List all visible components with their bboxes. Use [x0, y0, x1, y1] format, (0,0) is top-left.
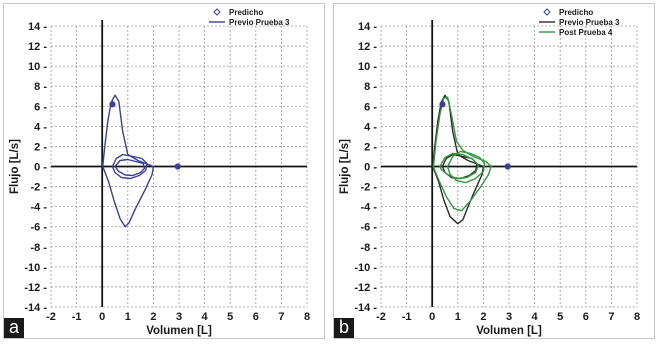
chart-b-x-tick-label: -2 [376, 311, 386, 323]
chart-a-x-tick-label: 0 [99, 311, 105, 323]
chart-a-series-line [111, 153, 148, 180]
chart-b-y-axis-title: Flujo [L/s] [339, 139, 351, 194]
chart-a-series-line [102, 94, 155, 228]
chart-b-y-tick-label: 12 - [358, 41, 377, 53]
panel-label-b: b [334, 318, 354, 338]
chart-b-y-tick-label: 0 - [364, 162, 377, 174]
chart-a-x-tick-label: 4 [202, 311, 209, 323]
chart-b-y-tick-label: -10 - [354, 262, 377, 274]
chart-a-x-tick-label: -1 [72, 311, 82, 323]
chart-a-y-tick-label: 12 - [28, 41, 47, 53]
chart-a-y-tick-label: -2 - [31, 182, 48, 194]
chart-b-y-tick-label: -8 - [361, 242, 378, 254]
chart-b-y-tick-label: -12 - [354, 282, 377, 294]
chart-b-x-tick-label: 8 [634, 311, 640, 323]
chart-b-y-tick-label: -14 - [354, 302, 377, 314]
chart-a-y-tick-label: 14 - [28, 21, 47, 33]
chart-b-x-tick-label: -1 [402, 311, 412, 323]
chart-a-y-tick-label: 10 - [28, 61, 47, 73]
chart-a-y-tick-label: 2 - [34, 141, 47, 153]
chart-b-y-tick-label: -2 - [361, 182, 378, 194]
chart-a-legend-label: Predicho [229, 8, 263, 17]
chart-b-x-tick-label: 1 [455, 311, 461, 323]
chart-a-x-tick-label: 7 [278, 311, 284, 323]
chart-panel-b: 14 -12 -10 -8 -6 -4 -2 -0 - -2 - -4 - -6 --… [333, 3, 655, 339]
chart-a-x-tick-label: 2 [150, 311, 156, 323]
chart-b-predicted-point [439, 101, 446, 108]
chart-b-x-tick-label: 2 [480, 311, 486, 323]
chart-a-y-axis-title: Flujo [L/s] [9, 139, 21, 194]
chart-a-y-tick-label: -4 - [31, 202, 48, 214]
chart-a-y-tick-label: -12 - [24, 282, 47, 294]
chart-b-x-tick-label: 5 [557, 311, 563, 323]
chart-a-x-axis-title: Volumen [L] [146, 325, 212, 337]
chart-a-legend-label: Previo Prueba 3 [229, 18, 290, 27]
chart-b-x-tick-label: 0 [429, 311, 435, 323]
chart-a-y-tick-label: -14 - [24, 302, 47, 314]
chart-a-x-tick-label: 8 [304, 311, 310, 323]
chart-a-legend-marker [213, 8, 221, 16]
chart-b-legend-marker [543, 8, 551, 16]
chart-a-x-tick-label: 5 [227, 311, 233, 323]
chart-b-x-tick-label: 7 [608, 311, 614, 323]
chart-b-y-tick-label: 14 - [358, 21, 377, 33]
chart-b-x-tick-label: 3 [506, 311, 512, 323]
chart-b-predicted-point [504, 163, 511, 170]
chart-b-series-line [446, 150, 486, 184]
chart-a-y-tick-label: 6 - [34, 101, 47, 113]
chart-a-y-tick-label: -6 - [31, 222, 48, 234]
chart-a-x-tick-label: 1 [125, 311, 131, 323]
chart-b-y-tick-label: 2 - [364, 141, 377, 153]
chart-svg-a: 14 -12 -10 -8 -6 -4 -2 -0 --2 --4 --6 --… [9, 8, 310, 337]
chart-a-y-tick-label: 0 - [34, 162, 47, 174]
chart-b-legend-label: Previo Prueba 3 [559, 18, 620, 27]
chart-a-y-tick-label: -8 - [31, 242, 48, 254]
panel-label-a: a [4, 318, 24, 338]
chart-b-y-tick-label: -4 - [361, 202, 378, 214]
chart-b-y-tick-label: 10 - [358, 61, 377, 73]
chart-a-y-tick-label: 4 - [34, 121, 47, 133]
chart-b-x-tick-label: 4 [532, 311, 539, 323]
chart-b-y-tick-label: 8 - [364, 81, 377, 93]
chart-a-y-tick-label: 8 - [34, 81, 47, 93]
chart-b-x-tick-label: 6 [583, 311, 589, 323]
chart-b-series-line [439, 152, 479, 180]
chart-b-y-tick-label: 4 - [364, 121, 377, 133]
chart-b-legend-label: Predicho [559, 8, 593, 17]
chart-a-x-tick-label: 6 [253, 311, 259, 323]
chart-svg-b: 14 -12 -10 -8 -6 -4 -2 -0 --2 --4 --6 --… [339, 8, 640, 337]
chart-b-legend-label: Post Prueba 4 [559, 28, 613, 37]
chart-a-x-tick-label: 3 [176, 311, 182, 323]
chart-a-series-line [114, 158, 146, 177]
chart-b-series-line [432, 96, 492, 212]
chart-b-x-axis-title: Volumen [L] [476, 325, 542, 337]
chart-a-x-tick-label: -2 [46, 311, 56, 323]
chart-a-y-tick-label: -10 - [24, 262, 47, 274]
chart-panel-a: 14 -12 -10 -8 -6 -4 -2 -0 - -2 - -4 - -6 --… [3, 3, 325, 339]
chart-b-series-line [432, 94, 485, 225]
chart-b-series-line [441, 153, 478, 180]
chart-a-predicted-point [174, 163, 181, 170]
chart-a-predicted-point [109, 101, 116, 108]
chart-b-y-tick-label: -6 - [361, 222, 378, 234]
chart-b-y-tick-label: 6 - [364, 101, 377, 113]
